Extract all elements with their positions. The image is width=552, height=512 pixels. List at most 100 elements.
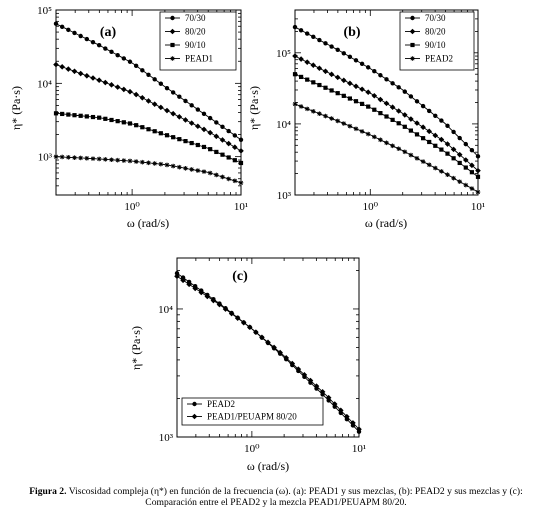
data-point	[201, 126, 207, 133]
data-point	[207, 170, 213, 176]
data-point	[378, 73, 383, 78]
data-point	[158, 131, 163, 136]
data-point	[313, 383, 320, 389]
data-point	[475, 174, 481, 179]
data-point	[439, 118, 444, 123]
data-point	[383, 100, 390, 107]
series-2	[53, 111, 244, 166]
data-point	[305, 77, 310, 82]
data-point	[334, 74, 341, 81]
data-point	[420, 103, 426, 109]
data-point	[195, 142, 200, 148]
data-point	[213, 133, 220, 140]
data-point	[53, 61, 59, 68]
data-point	[347, 96, 352, 101]
data-point	[365, 131, 371, 137]
data-point	[109, 49, 114, 55]
panel-label: (c)	[232, 269, 248, 284]
data-point	[53, 21, 59, 26]
data-point	[384, 114, 389, 119]
data-point	[408, 116, 414, 122]
data-point	[323, 113, 328, 119]
data-point	[158, 104, 164, 111]
y-tick-label: 10⁴	[37, 78, 52, 90]
data-point	[97, 115, 102, 120]
data-point	[189, 140, 194, 146]
data-point	[103, 116, 108, 121]
data-point	[475, 154, 481, 159]
data-point	[72, 30, 77, 36]
data-point	[292, 53, 298, 59]
data-point	[271, 344, 277, 351]
y-tick-label: 10³	[277, 190, 292, 202]
x-tick-label: 10¹	[352, 443, 366, 455]
data-point	[420, 159, 426, 164]
data-point	[389, 104, 396, 110]
series-0	[53, 21, 244, 142]
data-point	[317, 111, 322, 116]
data-point	[84, 114, 89, 119]
data-point	[475, 167, 481, 174]
data-point	[109, 157, 114, 163]
data-point	[208, 147, 213, 152]
data-point	[164, 133, 170, 138]
data-point	[463, 165, 468, 170]
data-point	[341, 51, 346, 56]
data-point	[96, 156, 102, 162]
data-point	[78, 155, 83, 161]
data-point	[152, 161, 157, 166]
figure-caption: Figura 2. Viscosidad compleja (η*) en fu…	[6, 486, 546, 508]
data-point	[457, 179, 462, 184]
data-point	[408, 128, 413, 133]
x-tick-label: 10⁰	[363, 201, 379, 213]
legend-entry: 80/20	[425, 27, 446, 37]
data-point	[232, 133, 238, 138]
data-point	[439, 169, 444, 174]
data-point	[366, 104, 371, 109]
data-point	[177, 164, 182, 170]
data-point	[77, 70, 84, 77]
data-point	[463, 182, 469, 188]
data-point	[307, 377, 314, 384]
data-point	[338, 407, 344, 414]
data-point	[414, 156, 420, 161]
data-point	[60, 111, 65, 117]
data-point	[371, 92, 378, 99]
x-tick-label: 10¹	[234, 201, 248, 213]
data-point	[220, 174, 225, 180]
data-point	[140, 125, 145, 130]
legend-entry: PEAD2	[425, 54, 453, 64]
data-point	[445, 172, 450, 177]
data-point	[360, 101, 365, 107]
y-axis-label: η* (Pa·s)	[129, 326, 143, 370]
data-point	[433, 143, 438, 148]
data-point	[451, 175, 456, 181]
data-point	[115, 119, 120, 124]
data-point	[456, 151, 463, 158]
data-point	[133, 63, 139, 69]
data-point	[378, 111, 383, 116]
data-point	[356, 426, 362, 433]
data-point	[359, 61, 365, 67]
data-point	[66, 112, 71, 117]
data-point	[71, 68, 78, 75]
legend: 70/30 80/20 90/10 PEAD2	[399, 11, 475, 71]
data-point	[192, 285, 198, 292]
data-point	[72, 113, 77, 118]
data-point	[219, 137, 226, 143]
data-point	[158, 81, 164, 86]
data-point	[317, 37, 322, 43]
data-point	[152, 129, 157, 134]
data-point	[253, 329, 259, 335]
data-point	[170, 163, 176, 169]
data-point	[317, 82, 322, 88]
data-point	[158, 161, 164, 167]
data-point	[78, 33, 83, 39]
data-point	[344, 413, 350, 420]
data-point	[311, 108, 316, 114]
data-point	[177, 137, 182, 142]
data-point	[183, 165, 188, 171]
data-point	[421, 136, 426, 141]
data-point	[295, 366, 302, 372]
data-point	[134, 123, 139, 128]
